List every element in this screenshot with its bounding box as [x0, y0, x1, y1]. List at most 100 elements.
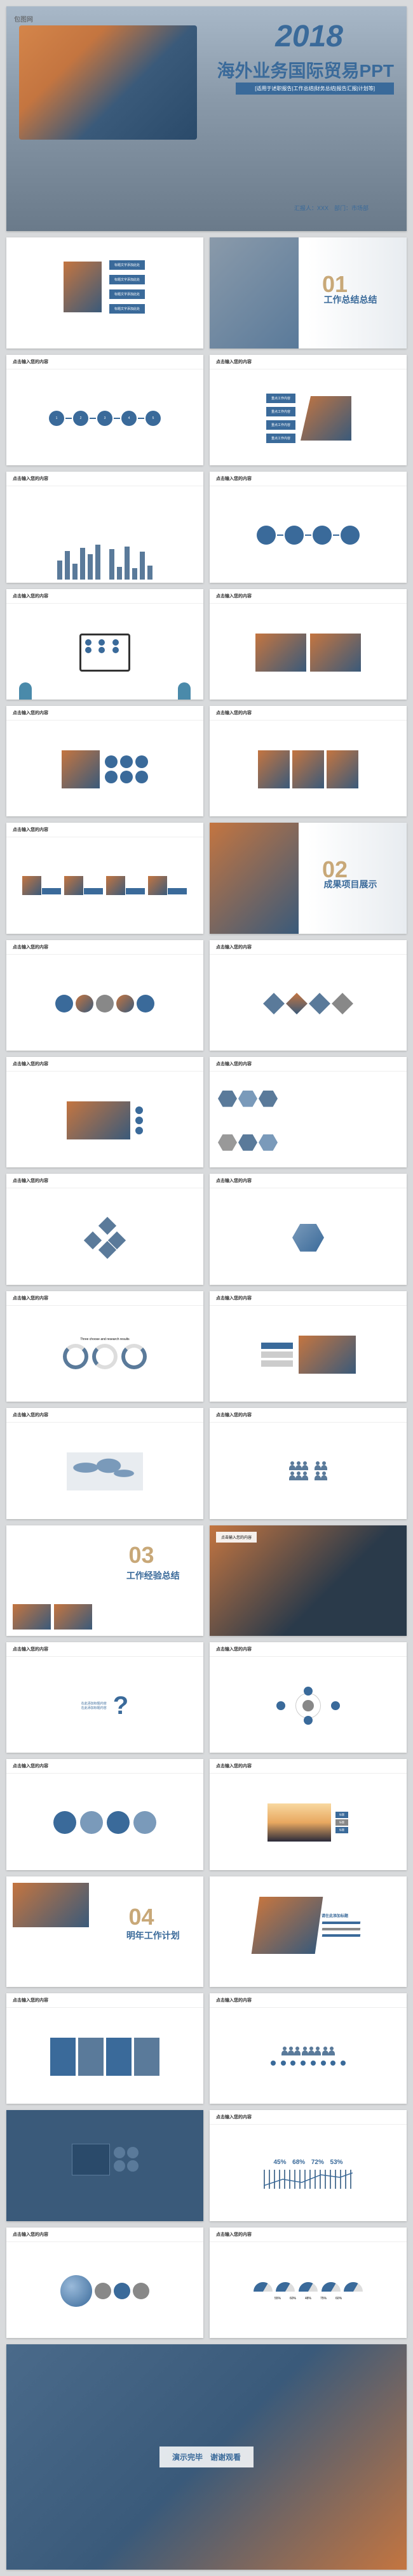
photo-item: [67, 1101, 130, 1139]
section-number: 03: [128, 1542, 154, 1569]
slide-header: 点击输入您的内容: [210, 940, 407, 955]
diamond-icon: [332, 993, 353, 1014]
hex-icon: [218, 1134, 237, 1151]
toc-list: 标题文字添加此处 标题文字添加此处 标题文字添加此处 标题文字添加此处: [108, 259, 146, 315]
content-item: 重点工作内容: [266, 394, 295, 403]
closing-slide: 演示完毕 谢谢观看: [6, 2344, 407, 2569]
slide-header: 点击输入您的内容: [6, 706, 203, 720]
team-member: [106, 876, 146, 896]
dots-row: [269, 2061, 348, 2067]
section-image: [54, 1604, 92, 1630]
gauge-chart: [276, 2282, 295, 2292]
gauge-chart: [322, 2282, 341, 2292]
worldmap-slide: 点击输入您的内容: [6, 1408, 203, 1518]
line-chart: [264, 2170, 353, 2189]
ring-chart: [92, 1344, 118, 1369]
dark-slide: [6, 2110, 203, 2221]
bar-chart-slide: 点击输入您的内容: [6, 472, 203, 582]
circle-icon: [135, 755, 148, 768]
slide-header: 点击输入您的内容: [210, 2110, 407, 2125]
content-list: 重点工作内容 重点工作内容 重点工作内容 重点工作内容: [265, 392, 297, 444]
slide-header: 点击输入您的内容: [210, 472, 407, 486]
team-member: [148, 876, 187, 896]
sunset-photo: [267, 1803, 331, 1842]
timeline-node: 2: [73, 411, 88, 426]
three-photo-slide: 点击输入您的内容: [210, 706, 407, 816]
label-box: 标题: [335, 1819, 348, 1826]
slide-header: 点击输入您的内容: [6, 1057, 203, 1072]
app-icon: [98, 647, 105, 653]
satellite-circle: [133, 2283, 149, 2299]
section-image: [13, 1604, 51, 1630]
people-slide: 点击输入您的内容: [210, 1408, 407, 1518]
photo-item: [255, 634, 306, 672]
trend-title: Three choose and research results: [80, 1338, 129, 1341]
skew-photo: [252, 1897, 323, 1954]
info-box: [78, 2038, 104, 2076]
slide-header: 点击输入您的内容: [210, 1408, 407, 1423]
slide-header: 点击输入您的内容: [210, 1291, 407, 1306]
slide-header: 点击输入您的内容: [6, 1408, 203, 1423]
orbit-node: [331, 1701, 340, 1710]
dark-circle: [127, 2160, 139, 2172]
section-01: 01 工作总结总结: [210, 237, 407, 348]
pct-value: 68%: [292, 2159, 305, 2166]
content-item: 重点工作内容: [266, 407, 295, 416]
cube-3d-icon: [292, 1224, 324, 1252]
cover-year: 2018: [275, 19, 343, 54]
people-row-slide: 点击输入您的内容: [210, 1993, 407, 2104]
slide-header: 点击输入您的内容: [210, 355, 407, 369]
section-02: 02 成果项目展示: [210, 823, 407, 933]
circles-slide: 点击输入您的内容: [6, 706, 203, 816]
app-icon: [112, 639, 119, 646]
gauge-label: 55%: [274, 2297, 281, 2300]
slide-header: 点击输入您的内容: [210, 2227, 407, 2242]
bullet-icon: [135, 1106, 143, 1114]
section-image: [210, 237, 299, 348]
slide-header: 点击输入您的内容: [6, 1759, 203, 1774]
app-icon: [85, 639, 91, 646]
photo-text-slide: 点击输入您的内容: [6, 1057, 203, 1167]
section-title: 工作经验总结: [126, 1569, 180, 1582]
pct-value: 53%: [330, 2159, 343, 2166]
section-title: 成果项目展示: [324, 878, 377, 891]
toc-image: [64, 262, 102, 312]
slide-header: 点击输入您的内容: [210, 1642, 407, 1657]
slide-header: 点击输入您的内容: [210, 1174, 407, 1188]
slide-header: 点击输入您的内容: [6, 589, 203, 604]
diamond-icon: [309, 993, 330, 1014]
circle-icon: [105, 771, 118, 783]
section-image: [210, 823, 299, 933]
info-box: [50, 2038, 76, 2076]
bullet-icon: [135, 1127, 143, 1134]
cover-slide: 包图网 2018 海外业务国际贸易PPT [适用于述职报告|工作总结|财务总结|…: [6, 6, 407, 231]
gauge-slide: 点击输入您的内容 55% 60% 48% 75% 60%: [210, 2227, 407, 2338]
percentage-slide: 点击输入您的内容 45% 68% 72% 53%: [210, 2110, 407, 2221]
section-title: 工作总结总结: [324, 293, 377, 306]
globe-icon: [60, 2275, 92, 2307]
orbit-diagram: [276, 1687, 340, 1725]
photo-item: [62, 750, 100, 788]
flow-node: [96, 995, 114, 1012]
cross-slide: 点击输入您的内容: [6, 1174, 203, 1284]
skew-box: [322, 1922, 361, 1924]
cover-title: 海外业务国际贸易PPT: [217, 57, 394, 83]
step-node: [257, 526, 276, 545]
gauge-chart: [344, 2282, 363, 2292]
flow-photo: [76, 995, 93, 1012]
hex-icon: [238, 1134, 257, 1151]
timeline-chain: 1 2 3 4 5: [49, 411, 161, 426]
gauge-label: 48%: [305, 2297, 311, 2300]
text-line: [261, 1351, 293, 1358]
full-photo-slide: 点击输入您的内容: [210, 1525, 407, 1636]
toc-slide: 标题文字添加此处 标题文字添加此处 标题文字添加此处 标题文字添加此处: [6, 237, 203, 348]
section-04: 04 明年工作计划: [6, 1876, 203, 1987]
question-mark-icon: ?: [113, 1692, 128, 1720]
hex-icon: [238, 1091, 257, 1107]
slide-header: 点击输入您的内容: [210, 706, 407, 720]
people-group: [315, 1461, 327, 1482]
right-title: 请在此添加标题: [322, 1913, 361, 1918]
gauge-label: 75%: [320, 2297, 327, 2300]
diamond-photo: [286, 993, 308, 1014]
team-member: [22, 876, 62, 896]
